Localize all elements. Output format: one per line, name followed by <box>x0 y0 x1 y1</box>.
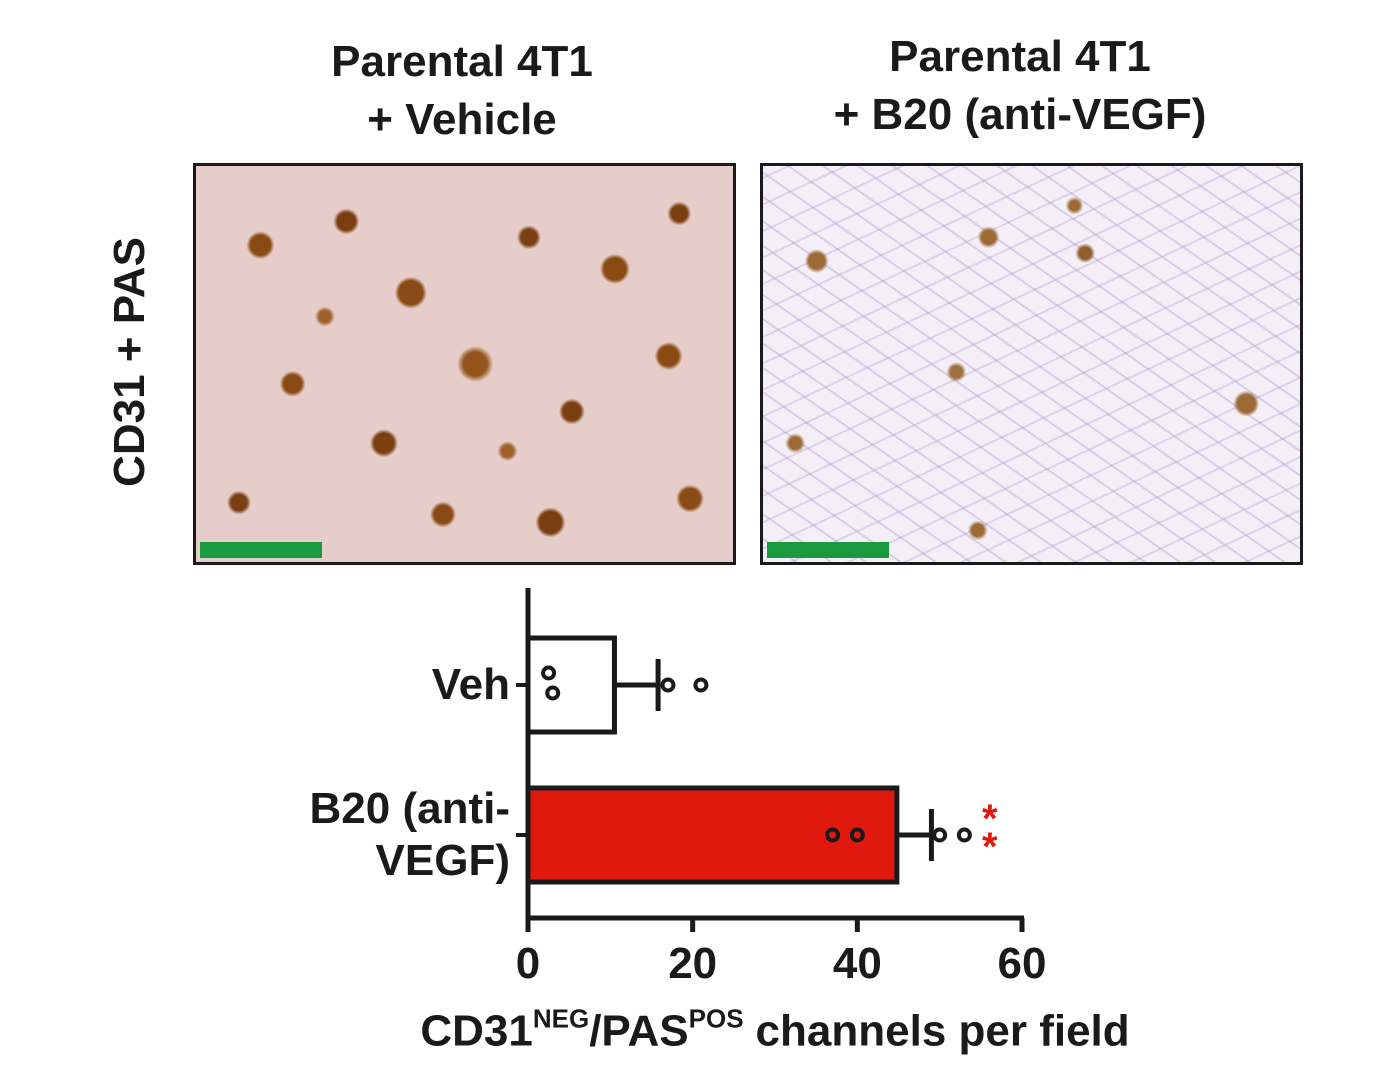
x-tick-label: 40 <box>833 939 882 988</box>
x-axis-label: CD31NEG/PASPOS channels per field <box>420 1004 1129 1057</box>
x-label-text: CD31 <box>420 1006 533 1056</box>
data-point <box>825 827 841 843</box>
x-label-superscript: POS <box>688 1003 744 1034</box>
error-bar <box>896 809 934 861</box>
x-tick-label: 60 <box>998 939 1047 988</box>
title-line: Parental 4T1 <box>331 37 593 86</box>
bar <box>525 785 900 885</box>
data-point <box>932 827 948 843</box>
title-line: + Vehicle <box>367 95 557 144</box>
x-tick-label: 0 <box>516 939 540 988</box>
data-point <box>541 665 557 681</box>
micrograph <box>193 163 736 565</box>
significance: ** <box>982 797 998 869</box>
data-point <box>660 677 676 693</box>
x-tick-label: 20 <box>668 939 717 988</box>
panel-title: Parental 4T1 + B20 (anti-VEGF) <box>740 28 1300 144</box>
title-line: + B20 (anti-VEGF) <box>833 90 1207 139</box>
data-point <box>849 827 865 843</box>
x-label-text: /PAS <box>589 1006 689 1056</box>
error-bar <box>614 659 661 711</box>
title-line: Parental 4T1 <box>889 32 1151 81</box>
x-label-text: channels per field <box>755 1006 1130 1056</box>
y-tick-label: B20 (anti-VEGF) <box>309 784 510 885</box>
data-point <box>545 685 561 701</box>
bar <box>525 635 617 735</box>
data-point <box>693 677 709 693</box>
data-point <box>956 827 972 843</box>
panel-title: Parental 4T1 + Vehicle <box>182 33 742 149</box>
scale-bar <box>200 542 322 558</box>
scale-bar <box>767 542 889 558</box>
micrograph <box>760 163 1303 565</box>
x-label-superscript: NEG <box>532 1003 590 1034</box>
y-tick-label: Veh <box>431 660 510 709</box>
